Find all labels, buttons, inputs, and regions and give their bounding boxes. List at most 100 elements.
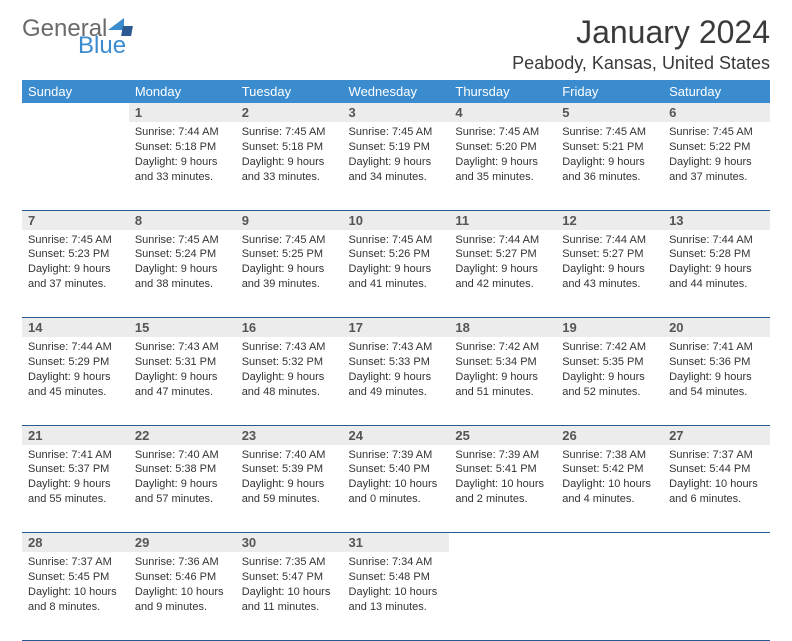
day-number: 26 (556, 426, 663, 445)
day-info: Sunrise: 7:45 AMSunset: 5:25 PMDaylight:… (236, 230, 343, 295)
day-info-cell: Sunrise: 7:45 AMSunset: 5:25 PMDaylight:… (236, 230, 343, 318)
day-number: 17 (343, 318, 450, 337)
logo-part2: Blue (78, 35, 132, 58)
day-number: 16 (236, 318, 343, 337)
day-number: 19 (556, 318, 663, 337)
day-info-cell: Sunrise: 7:44 AMSunset: 5:27 PMDaylight:… (556, 230, 663, 318)
day-number: 31 (343, 533, 450, 552)
day-info: Sunrise: 7:37 AMSunset: 5:45 PMDaylight:… (22, 552, 129, 617)
day-info: Sunrise: 7:44 AMSunset: 5:27 PMDaylight:… (556, 230, 663, 295)
day-info: Sunrise: 7:44 AMSunset: 5:18 PMDaylight:… (129, 122, 236, 187)
day-number-cell: 8 (129, 210, 236, 230)
day-number-cell: 13 (663, 210, 770, 230)
day-info-cell: Sunrise: 7:34 AMSunset: 5:48 PMDaylight:… (343, 552, 450, 640)
day-number-cell: 11 (449, 210, 556, 230)
day-info: Sunrise: 7:38 AMSunset: 5:42 PMDaylight:… (556, 445, 663, 510)
title-block: January 2024 Peabody, Kansas, United Sta… (512, 14, 770, 74)
weekday-header: Tuesday (236, 80, 343, 103)
day-info: Sunrise: 7:37 AMSunset: 5:44 PMDaylight:… (663, 445, 770, 510)
day-info-cell: Sunrise: 7:37 AMSunset: 5:44 PMDaylight:… (663, 445, 770, 533)
day-number: 29 (129, 533, 236, 552)
day-number: 6 (663, 103, 770, 122)
day-number-cell: 16 (236, 318, 343, 338)
day-info: Sunrise: 7:39 AMSunset: 5:40 PMDaylight:… (343, 445, 450, 510)
day-number-row: 123456 (22, 103, 770, 122)
day-number: 13 (663, 211, 770, 230)
day-info-cell: Sunrise: 7:44 AMSunset: 5:28 PMDaylight:… (663, 230, 770, 318)
weekday-header: Friday (556, 80, 663, 103)
day-number: 23 (236, 426, 343, 445)
day-info-cell: Sunrise: 7:39 AMSunset: 5:41 PMDaylight:… (449, 445, 556, 533)
day-info-cell: Sunrise: 7:41 AMSunset: 5:36 PMDaylight:… (663, 337, 770, 425)
day-number: 20 (663, 318, 770, 337)
day-number: 15 (129, 318, 236, 337)
day-number-cell: 22 (129, 425, 236, 445)
day-number: 25 (449, 426, 556, 445)
day-number-cell (556, 533, 663, 553)
day-number-cell: 25 (449, 425, 556, 445)
day-number: 2 (236, 103, 343, 122)
day-number: 7 (22, 211, 129, 230)
day-number (663, 533, 770, 537)
day-number-cell (663, 533, 770, 553)
day-info: Sunrise: 7:42 AMSunset: 5:35 PMDaylight:… (556, 337, 663, 402)
logo-text: General Blue (22, 18, 132, 58)
logo: General Blue (22, 18, 132, 58)
day-info-cell: Sunrise: 7:36 AMSunset: 5:46 PMDaylight:… (129, 552, 236, 640)
day-info: Sunrise: 7:40 AMSunset: 5:38 PMDaylight:… (129, 445, 236, 510)
day-info: Sunrise: 7:36 AMSunset: 5:46 PMDaylight:… (129, 552, 236, 617)
day-number-row: 14151617181920 (22, 318, 770, 338)
day-number-cell: 14 (22, 318, 129, 338)
day-info: Sunrise: 7:45 AMSunset: 5:21 PMDaylight:… (556, 122, 663, 187)
day-info-cell: Sunrise: 7:45 AMSunset: 5:24 PMDaylight:… (129, 230, 236, 318)
day-info: Sunrise: 7:45 AMSunset: 5:23 PMDaylight:… (22, 230, 129, 295)
day-number: 21 (22, 426, 129, 445)
day-number: 28 (22, 533, 129, 552)
day-number-cell: 24 (343, 425, 450, 445)
day-info-cell: Sunrise: 7:43 AMSunset: 5:31 PMDaylight:… (129, 337, 236, 425)
day-number: 12 (556, 211, 663, 230)
day-info: Sunrise: 7:45 AMSunset: 5:26 PMDaylight:… (343, 230, 450, 295)
day-info-cell: Sunrise: 7:45 AMSunset: 5:19 PMDaylight:… (343, 122, 450, 210)
calendar-table: SundayMondayTuesdayWednesdayThursdayFrid… (22, 80, 770, 641)
day-number-cell: 27 (663, 425, 770, 445)
day-number-cell: 3 (343, 103, 450, 122)
day-info-cell: Sunrise: 7:40 AMSunset: 5:39 PMDaylight:… (236, 445, 343, 533)
day-info-cell: Sunrise: 7:37 AMSunset: 5:45 PMDaylight:… (22, 552, 129, 640)
day-number: 24 (343, 426, 450, 445)
day-info-row: Sunrise: 7:41 AMSunset: 5:37 PMDaylight:… (22, 445, 770, 533)
day-number: 10 (343, 211, 450, 230)
day-number-row: 21222324252627 (22, 425, 770, 445)
day-info: Sunrise: 7:39 AMSunset: 5:41 PMDaylight:… (449, 445, 556, 510)
day-info-cell: Sunrise: 7:45 AMSunset: 5:18 PMDaylight:… (236, 122, 343, 210)
day-info: Sunrise: 7:43 AMSunset: 5:33 PMDaylight:… (343, 337, 450, 402)
day-info: Sunrise: 7:45 AMSunset: 5:19 PMDaylight:… (343, 122, 450, 187)
day-info: Sunrise: 7:45 AMSunset: 5:18 PMDaylight:… (236, 122, 343, 187)
day-number-cell: 15 (129, 318, 236, 338)
day-info-cell (22, 122, 129, 210)
day-info-cell: Sunrise: 7:40 AMSunset: 5:38 PMDaylight:… (129, 445, 236, 533)
day-info-cell: Sunrise: 7:43 AMSunset: 5:32 PMDaylight:… (236, 337, 343, 425)
day-info: Sunrise: 7:41 AMSunset: 5:36 PMDaylight:… (663, 337, 770, 402)
day-info-row: Sunrise: 7:37 AMSunset: 5:45 PMDaylight:… (22, 552, 770, 640)
day-info: Sunrise: 7:43 AMSunset: 5:32 PMDaylight:… (236, 337, 343, 402)
day-info-row: Sunrise: 7:45 AMSunset: 5:23 PMDaylight:… (22, 230, 770, 318)
day-number-cell: 12 (556, 210, 663, 230)
day-info: Sunrise: 7:45 AMSunset: 5:20 PMDaylight:… (449, 122, 556, 187)
weekday-header-row: SundayMondayTuesdayWednesdayThursdayFrid… (22, 80, 770, 103)
day-info-row: Sunrise: 7:44 AMSunset: 5:29 PMDaylight:… (22, 337, 770, 425)
day-number-cell: 28 (22, 533, 129, 553)
day-number-cell: 19 (556, 318, 663, 338)
day-info: Sunrise: 7:45 AMSunset: 5:22 PMDaylight:… (663, 122, 770, 187)
weekday-header: Thursday (449, 80, 556, 103)
day-info: Sunrise: 7:45 AMSunset: 5:24 PMDaylight:… (129, 230, 236, 295)
day-info: Sunrise: 7:43 AMSunset: 5:31 PMDaylight:… (129, 337, 236, 402)
day-info-cell: Sunrise: 7:44 AMSunset: 5:27 PMDaylight:… (449, 230, 556, 318)
day-number: 8 (129, 211, 236, 230)
location: Peabody, Kansas, United States (512, 53, 770, 74)
day-number-cell: 6 (663, 103, 770, 122)
day-number: 27 (663, 426, 770, 445)
day-number: 5 (556, 103, 663, 122)
day-number-cell: 21 (22, 425, 129, 445)
day-number (449, 533, 556, 537)
